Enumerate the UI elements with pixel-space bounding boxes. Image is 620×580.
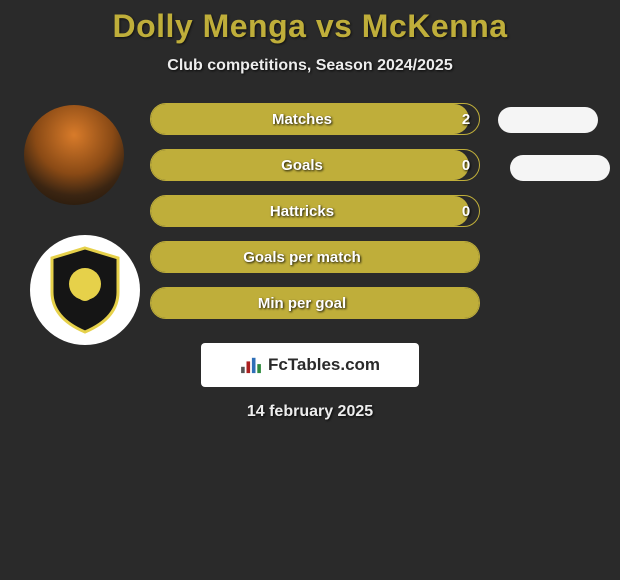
player-avatar-image	[24, 105, 124, 205]
stat-value: 0	[453, 157, 479, 174]
opponent-pill-goals	[510, 155, 610, 181]
shield-inner-circle-icon	[69, 268, 101, 300]
page-title: Dolly Menga vs McKenna	[0, 8, 620, 45]
stat-row-matches: Matches 2	[150, 103, 480, 135]
stats-area: Matches 2 Goals 0 Hattricks 0 Goals per …	[20, 95, 600, 335]
stat-label: Goals	[151, 157, 453, 174]
stat-row-goals-per-match: Goals per match	[150, 241, 480, 273]
stat-bars: Matches 2 Goals 0 Hattricks 0 Goals per …	[150, 103, 480, 333]
stat-row-hattricks: Hattricks 0	[150, 195, 480, 227]
shield-icon	[46, 246, 124, 334]
stat-label: Hattricks	[151, 203, 453, 220]
source-badge[interactable]: FcTables.com	[201, 343, 419, 387]
stat-label: Matches	[151, 111, 453, 128]
source-badge-text: FcTables.com	[268, 355, 380, 375]
stat-label: Min per goal	[151, 295, 453, 312]
opponent-pill-matches	[498, 107, 598, 133]
subtitle: Club competitions, Season 2024/2025	[0, 57, 620, 75]
stat-row-goals: Goals 0	[150, 149, 480, 181]
date-text: 14 february 2025	[0, 403, 620, 421]
stat-label: Goals per match	[151, 249, 453, 266]
stat-value: 0	[453, 203, 479, 220]
stat-row-min-per-goal: Min per goal	[150, 287, 480, 319]
stat-value: 2	[453, 111, 479, 128]
club-badge	[30, 235, 140, 345]
bar-chart-icon	[240, 356, 262, 374]
player-avatar	[24, 105, 124, 205]
comparison-card: Dolly Menga vs McKenna Club competitions…	[0, 0, 620, 580]
